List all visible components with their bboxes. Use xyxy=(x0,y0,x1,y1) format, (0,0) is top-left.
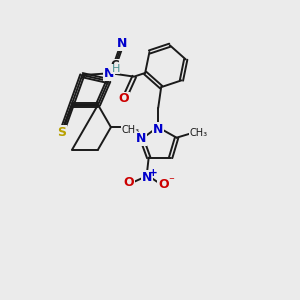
Text: O: O xyxy=(119,92,130,105)
Text: S: S xyxy=(57,126,66,139)
Text: N: N xyxy=(153,123,164,136)
Text: N: N xyxy=(136,132,146,146)
Text: CH₃: CH₃ xyxy=(121,124,139,135)
Text: CH₃: CH₃ xyxy=(189,128,207,138)
Text: N: N xyxy=(142,171,152,184)
Text: N: N xyxy=(104,67,114,80)
Text: C: C xyxy=(110,59,119,72)
Text: H: H xyxy=(112,64,120,74)
Text: O: O xyxy=(158,178,169,190)
Text: ⁻: ⁻ xyxy=(168,176,174,186)
Text: +: + xyxy=(149,168,158,178)
Text: N: N xyxy=(117,38,128,50)
Text: O: O xyxy=(124,176,134,189)
